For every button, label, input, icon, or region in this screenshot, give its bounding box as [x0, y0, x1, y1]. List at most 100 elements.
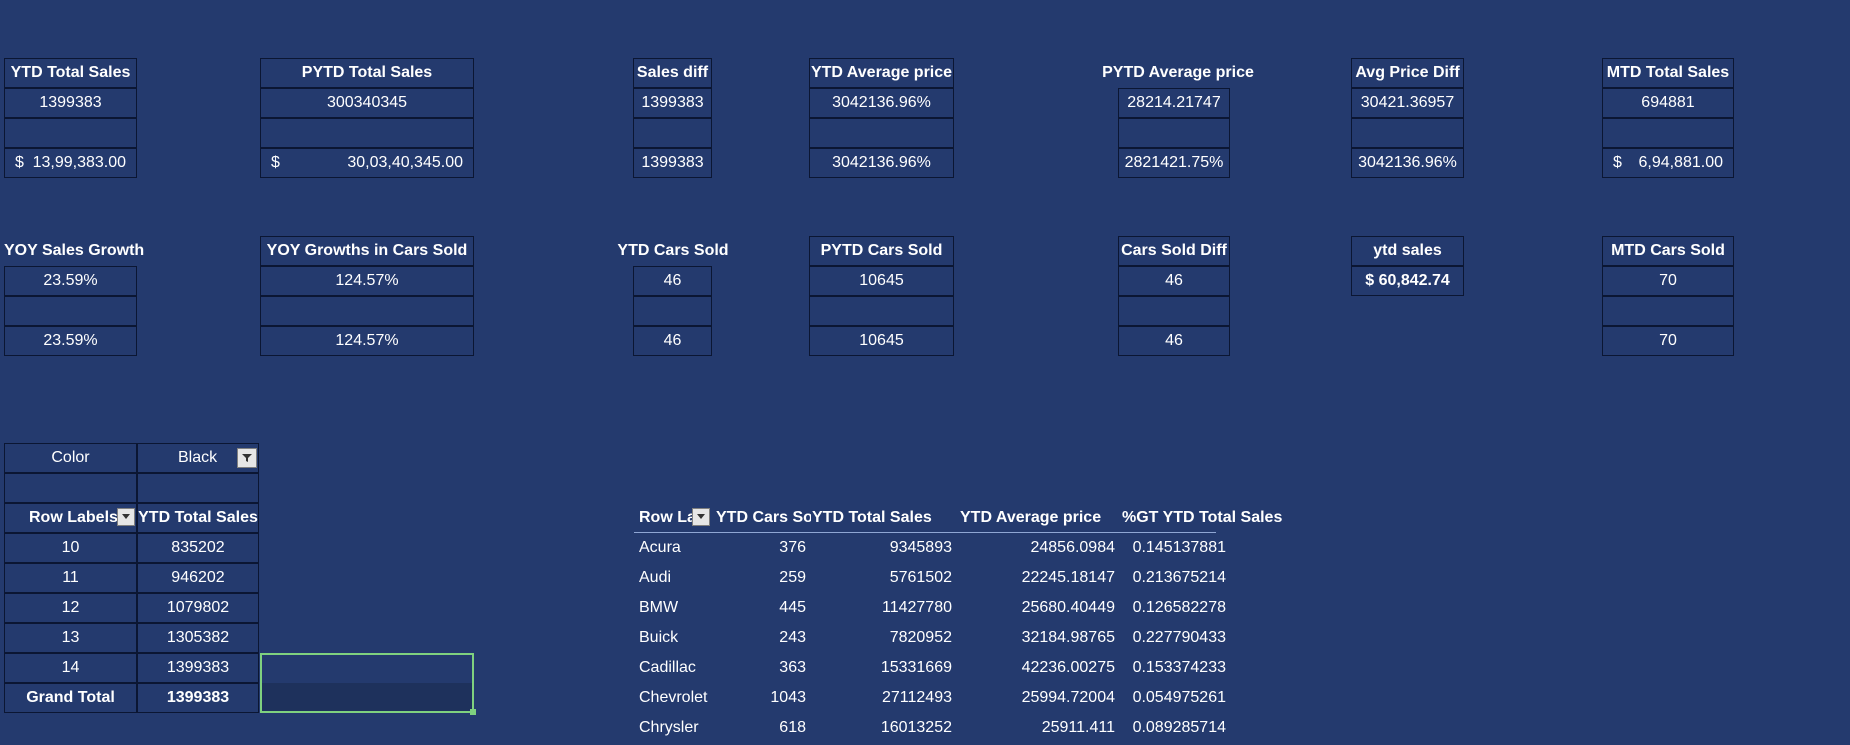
pivot-row-label[interactable]: 11: [4, 563, 137, 593]
kpi-yoy-sales-growth-formatted[interactable]: 23.59%: [4, 326, 137, 356]
kpi-mtd-total-sales-title[interactable]: MTD Total Sales: [1602, 58, 1734, 88]
pivot2-row-average-price[interactable]: 25680.40449: [1021, 599, 1115, 616]
kpi-empty-cell[interactable]: [1602, 296, 1734, 326]
pivot2-row-cars-sold[interactable]: 1043: [770, 689, 806, 706]
pivot2-row-brand[interactable]: Buick: [639, 629, 679, 646]
pivot-row-label[interactable]: 10: [4, 533, 137, 563]
kpi-empty-cell[interactable]: [260, 296, 474, 326]
kpi-ytd-sales-value[interactable]: $ 60,842.74: [1351, 266, 1464, 296]
pivot2-row-gt-percent[interactable]: 0.145137881: [1132, 539, 1226, 556]
kpi-ytd-total-sales-currency[interactable]: $ 13,99,383.00: [4, 148, 137, 178]
pivot2-row-cars-sold[interactable]: 243: [779, 629, 806, 646]
kpi-mtd-total-sales-value[interactable]: 694881: [1602, 88, 1734, 118]
pivot-col-row-labels[interactable]: Row Labels: [4, 503, 137, 533]
kpi-yoy-growth-cars-sold-value[interactable]: 124.57%: [260, 266, 474, 296]
kpi-empty-cell[interactable]: [1351, 118, 1464, 148]
pivot2-row-average-price[interactable]: 25911.411: [1041, 719, 1115, 736]
pivot2-row-total-sales[interactable]: 9345893: [889, 539, 952, 556]
kpi-ytd-total-sales-value[interactable]: 1399383: [4, 88, 137, 118]
cell-selection-box[interactable]: [260, 653, 474, 713]
pivot-grand-total-value[interactable]: 1399383: [137, 683, 259, 713]
kpi-yoy-sales-growth-title[interactable]: YOY Sales Growth: [4, 242, 145, 259]
kpi-ytd-cars-sold-formatted[interactable]: 46: [633, 326, 712, 356]
kpi-pytd-cars-sold-title[interactable]: PYTD Cars Sold: [809, 236, 954, 266]
kpi-pytd-total-sales-value[interactable]: 300340345: [260, 88, 474, 118]
pivot-col-ytd-total-sales[interactable]: YTD Total Sales: [137, 503, 259, 533]
kpi-yoy-sales-growth-value[interactable]: 23.59%: [4, 266, 137, 296]
pivot2-row-brand[interactable]: BMW: [639, 599, 679, 616]
kpi-empty-cell[interactable]: [633, 118, 712, 148]
pivot2-col-ytd-average-price[interactable]: YTD Average price: [960, 509, 1102, 526]
kpi-sales-diff-value[interactable]: 1399383: [633, 88, 712, 118]
pivot2-row-brand[interactable]: Cadillac: [639, 659, 696, 676]
kpi-mtd-cars-sold-value[interactable]: 70: [1602, 266, 1734, 296]
kpi-sales-diff-title[interactable]: Sales diff: [633, 58, 712, 88]
pivot2-row-average-price[interactable]: 32184.98765: [1021, 629, 1115, 646]
pivot2-row-total-sales[interactable]: 11427780: [882, 599, 952, 616]
kpi-empty-cell[interactable]: [260, 118, 474, 148]
kpi-avg-price-diff-value[interactable]: 30421.36957: [1351, 88, 1464, 118]
kpi-yoy-growth-cars-sold-formatted[interactable]: 124.57%: [260, 326, 474, 356]
pivot2-row-total-sales[interactable]: 5761502: [889, 569, 952, 586]
kpi-empty-cell[interactable]: [633, 296, 712, 326]
kpi-pytd-average-price-title[interactable]: PYTD Average price: [1102, 64, 1254, 81]
kpi-ytd-cars-sold-title[interactable]: YTD Cars Sold: [617, 242, 729, 259]
chevron-down-icon[interactable]: [117, 508, 135, 526]
kpi-mtd-cars-sold-title[interactable]: MTD Cars Sold: [1602, 236, 1734, 266]
pivot2-row-total-sales[interactable]: 15331669: [880, 659, 952, 676]
kpi-empty-cell[interactable]: [4, 118, 137, 148]
kpi-cars-sold-diff-value[interactable]: 46: [1118, 266, 1230, 296]
pivot2-row-average-price[interactable]: 25994.72004: [1021, 689, 1115, 706]
pivot2-row-cars-sold[interactable]: 259: [779, 569, 806, 586]
pivot2-row-gt-percent[interactable]: 0.227790433: [1132, 629, 1226, 646]
kpi-mtd-cars-sold-formatted[interactable]: 70: [1602, 326, 1734, 356]
pivot2-row-gt-percent[interactable]: 0.089285714: [1132, 719, 1226, 736]
pivot2-col-ytd-cars-sold[interactable]: YTD Cars Sol: [716, 509, 811, 526]
kpi-pytd-average-price-value[interactable]: 28214.21747: [1118, 88, 1230, 118]
pivot2-row-brand[interactable]: Audi: [639, 569, 672, 586]
kpi-ytd-sales-title[interactable]: ytd sales: [1351, 236, 1464, 266]
pivot2-col-row-labels[interactable]: Row La: [639, 509, 696, 526]
kpi-ytd-total-sales-title[interactable]: YTD Total Sales: [4, 58, 137, 88]
kpi-mtd-total-sales-currency[interactable]: $ 6,94,881.00: [1602, 148, 1734, 178]
kpi-empty-cell[interactable]: [1602, 118, 1734, 148]
pivot2-row-total-sales[interactable]: 7820952: [889, 629, 952, 646]
pivot2-row-cars-sold[interactable]: 376: [779, 539, 806, 556]
kpi-empty-cell[interactable]: [1118, 118, 1230, 148]
pivot-filter-label[interactable]: Color: [4, 443, 137, 473]
pivot-row-value[interactable]: 1305382: [137, 623, 259, 653]
kpi-pytd-total-sales-currency[interactable]: $ 30,03,40,345.00: [260, 148, 474, 178]
kpi-empty-cell[interactable]: [809, 118, 954, 148]
pivot-row-label[interactable]: 13: [4, 623, 137, 653]
kpi-empty-cell[interactable]: [809, 296, 954, 326]
kpi-empty-cell[interactable]: [1118, 296, 1230, 326]
pivot2-row-cars-sold[interactable]: 618: [779, 719, 806, 736]
pivot2-row-total-sales[interactable]: 27112493: [882, 689, 952, 706]
pivot-grand-total-label[interactable]: Grand Total: [4, 683, 137, 713]
pivot-filter-value[interactable]: Black: [137, 443, 259, 473]
pivot-row-value[interactable]: 946202: [137, 563, 259, 593]
pivot-empty-cell[interactable]: [4, 473, 137, 503]
kpi-ytd-average-price-formatted[interactable]: 3042136.96%: [809, 148, 954, 178]
pivot2-row-cars-sold[interactable]: 445: [779, 599, 806, 616]
kpi-cars-sold-diff-formatted[interactable]: 46: [1118, 326, 1230, 356]
kpi-avg-price-diff-title[interactable]: Avg Price Diff: [1351, 58, 1464, 88]
pivot2-row-average-price[interactable]: 42236.00275: [1021, 659, 1115, 676]
pivot2-row-total-sales[interactable]: 16013252: [880, 719, 952, 736]
kpi-ytd-average-price-value[interactable]: 3042136.96%: [809, 88, 954, 118]
pivot2-row-gt-percent[interactable]: 0.213675214: [1132, 569, 1226, 586]
kpi-yoy-growth-cars-sold-title[interactable]: YOY Growths in Cars Sold: [260, 236, 474, 266]
kpi-ytd-cars-sold-value[interactable]: 46: [633, 266, 712, 296]
pivot-row-label[interactable]: 14: [4, 653, 137, 683]
kpi-pytd-total-sales-title[interactable]: PYTD Total Sales: [260, 58, 474, 88]
pivot2-col-ytd-total-sales[interactable]: YTD Total Sales: [812, 509, 932, 526]
pivot2-row-gt-percent[interactable]: 0.153374233: [1132, 659, 1226, 676]
pivot-row-value[interactable]: 1079802: [137, 593, 259, 623]
pivot2-row-cars-sold[interactable]: 363: [779, 659, 806, 676]
pivot-row-value[interactable]: 835202: [137, 533, 259, 563]
kpi-avg-price-diff-formatted[interactable]: 3042136.96%: [1351, 148, 1464, 178]
pivot2-row-gt-percent[interactable]: 0.054975261: [1132, 689, 1226, 706]
pivot2-row-brand[interactable]: Chevrolet: [639, 689, 708, 706]
pivot2-row-average-price[interactable]: 22245.18147: [1021, 569, 1115, 586]
kpi-pytd-average-price-formatted[interactable]: 2821421.75%: [1118, 148, 1230, 178]
